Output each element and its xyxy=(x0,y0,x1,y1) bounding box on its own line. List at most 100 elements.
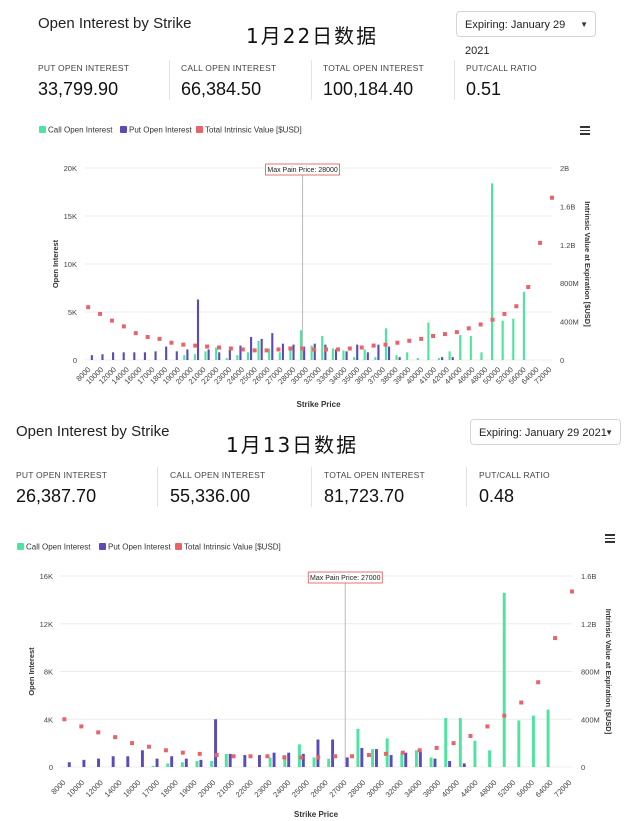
y2-tick-label: 800M xyxy=(560,279,579,288)
call-bar xyxy=(427,322,430,360)
hamburger-icon[interactable] xyxy=(605,534,615,545)
caret-down-icon: ▼ xyxy=(605,428,613,437)
put-bar xyxy=(243,755,247,767)
x-tick-label: 30000 xyxy=(365,778,386,799)
call-bar xyxy=(374,357,377,360)
y-tick-label: 8K xyxy=(44,668,53,677)
stat-put-oi: PUT OPEN INTEREST 33,799.90 xyxy=(38,63,129,100)
intrinsic-point xyxy=(79,724,84,729)
x-tick-label: 34000 xyxy=(402,778,423,799)
put-bar xyxy=(111,756,115,767)
put-bar xyxy=(433,758,437,767)
intrinsic-point xyxy=(550,195,554,200)
x-tick-label: 28000 xyxy=(346,778,367,799)
y-tick-label: 15K xyxy=(64,212,77,221)
call-bar xyxy=(517,720,521,767)
intrinsic-point xyxy=(288,346,293,351)
y-axis-label: Open Interest xyxy=(51,239,60,288)
y2-tick-label: 0 xyxy=(560,356,564,365)
intrinsic-point xyxy=(231,754,236,759)
put-bar xyxy=(214,719,218,767)
put-bar xyxy=(186,349,189,360)
stat-label: PUT OPEN INTEREST xyxy=(38,63,130,73)
stat-value: 55,336.00 xyxy=(170,486,251,506)
put-bar xyxy=(90,355,93,360)
y-tick-label: 10K xyxy=(64,260,77,269)
call-bar xyxy=(491,183,494,360)
page-title: Open Interest by Strike xyxy=(16,423,170,440)
intrinsic-point xyxy=(359,345,364,350)
intrinsic-point xyxy=(181,342,186,347)
put-bar xyxy=(418,751,422,767)
call-bar xyxy=(236,355,239,360)
intrinsic-point xyxy=(347,346,352,351)
intrinsic-point xyxy=(113,735,118,740)
intrinsic-point xyxy=(265,754,270,759)
call-bar xyxy=(371,749,375,767)
intrinsic-point xyxy=(180,750,185,755)
put-bar xyxy=(377,344,380,360)
intrinsic-point xyxy=(300,346,305,351)
stat-call-oi: CALL OPEN INTEREST 55,336.00 xyxy=(170,470,265,507)
put-bar xyxy=(404,752,408,767)
stat-value: 66,384.50 xyxy=(181,79,262,99)
call-bar xyxy=(193,354,196,360)
call-bar xyxy=(459,335,462,360)
intrinsic-point xyxy=(252,348,257,353)
divider xyxy=(157,467,158,507)
call-bar xyxy=(532,715,535,767)
max-pain-box xyxy=(265,163,340,176)
put-bar xyxy=(250,336,253,360)
put-bar xyxy=(126,756,130,767)
intrinsic-point xyxy=(485,724,490,729)
put-bar xyxy=(387,346,391,360)
y-tick-label: 5K xyxy=(68,308,77,317)
call-bar xyxy=(215,347,218,360)
call-bar xyxy=(414,750,418,767)
expiring-select[interactable]: Expiring: January 29 2021 ▼ xyxy=(456,11,596,57)
intrinsic-point xyxy=(553,636,558,641)
stat-call-oi: CALL OPEN INTEREST 66,384.50 xyxy=(181,63,276,100)
stat-value: 33,799.90 xyxy=(38,79,119,99)
x-tick-label: 22000 xyxy=(234,778,255,799)
put-bar xyxy=(462,763,466,767)
x-axis-label: Strike Price xyxy=(296,400,341,409)
stat-label: CALL OPEN INTEREST xyxy=(170,470,266,480)
stat-put-call-ratio: PUT/CALL RATIO 0.51 xyxy=(466,63,537,100)
legend-call-swatch xyxy=(17,543,24,550)
y2-tick-label: 1.2B xyxy=(560,241,575,250)
divider xyxy=(311,467,312,507)
call-bar xyxy=(444,718,448,767)
x-tick-label: 32000 xyxy=(384,778,405,799)
stat-value: 26,387.70 xyxy=(16,486,97,506)
intrinsic-point xyxy=(214,753,219,758)
put-bar xyxy=(218,352,221,360)
put-bar xyxy=(133,352,136,360)
x-axis-label: Strike Price xyxy=(294,810,339,819)
stat-total-oi: TOTAL OPEN INTEREST 81,723.70 xyxy=(324,470,425,507)
put-bar xyxy=(366,352,369,360)
call-bar xyxy=(363,349,366,360)
call-bar xyxy=(437,358,441,360)
expiring-select[interactable]: Expiring: January 29 2021 ▼ xyxy=(470,419,621,445)
x-tick-label: 64000 xyxy=(534,778,555,799)
intrinsic-point xyxy=(264,348,269,353)
call-bar xyxy=(289,349,292,360)
intrinsic-point xyxy=(205,344,210,349)
call-bar xyxy=(195,761,199,767)
stat-label: PUT/CALL RATIO xyxy=(466,63,537,73)
intrinsic-point xyxy=(350,754,355,759)
divider xyxy=(454,60,455,100)
intrinsic-point xyxy=(130,741,135,746)
stat-label: PUT OPEN INTEREST xyxy=(16,470,108,480)
intrinsic-point xyxy=(514,304,519,309)
put-bar xyxy=(448,761,452,767)
call-bar xyxy=(310,345,313,360)
hamburger-icon[interactable] xyxy=(580,126,590,137)
stat-value: 100,184.40 xyxy=(323,79,414,99)
put-bar xyxy=(228,753,232,767)
x-tick-label: 20000 xyxy=(196,778,217,799)
intrinsic-point xyxy=(526,285,531,290)
open-interest-chart: Call Open Interest Put Open Interest Total… xyxy=(39,126,592,409)
intrinsic-point xyxy=(419,336,424,341)
